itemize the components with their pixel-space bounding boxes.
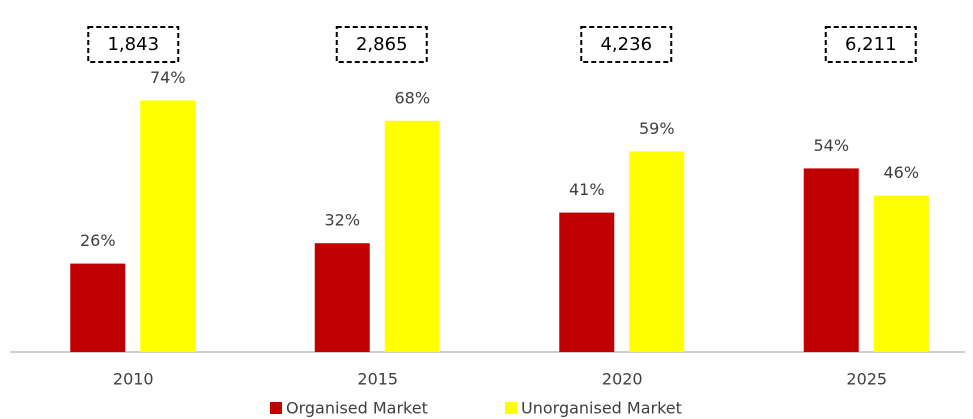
- annotation: 1,843: [107, 34, 159, 55]
- bar: [314, 243, 370, 352]
- data-label: 74%: [150, 68, 186, 87]
- data-label: 54%: [813, 136, 849, 155]
- legend-label: Unorganised Market: [521, 399, 682, 418]
- bar: [629, 151, 685, 352]
- data-label: 32%: [324, 211, 360, 230]
- bar: [384, 120, 440, 352]
- annotation-box: [87, 26, 180, 63]
- annotation: 6,211: [845, 34, 897, 55]
- legend-swatch: [270, 402, 282, 414]
- data-label: 59%: [639, 119, 675, 138]
- x-tick-label: 2020: [602, 370, 643, 389]
- annotation-box: [335, 26, 428, 63]
- annotation-box: [824, 26, 917, 63]
- data-label: 26%: [80, 231, 116, 250]
- bar: [140, 100, 196, 353]
- x-tick-label: 2025: [846, 370, 887, 389]
- bar: [559, 212, 615, 352]
- bar: [70, 263, 126, 352]
- bar: [803, 168, 859, 352]
- data-label: 46%: [883, 163, 919, 182]
- x-tick-label: 2015: [357, 370, 398, 389]
- annotation: 4,236: [600, 34, 652, 55]
- bar: [873, 195, 929, 352]
- annotation: 2,865: [356, 34, 408, 55]
- data-label: 68%: [394, 88, 430, 107]
- legend-swatch: [505, 402, 517, 414]
- annotation-box: [580, 26, 673, 63]
- data-label: 41%: [569, 180, 605, 199]
- x-tick-label: 2010: [113, 370, 154, 389]
- legend-label: Organised Market: [286, 399, 428, 418]
